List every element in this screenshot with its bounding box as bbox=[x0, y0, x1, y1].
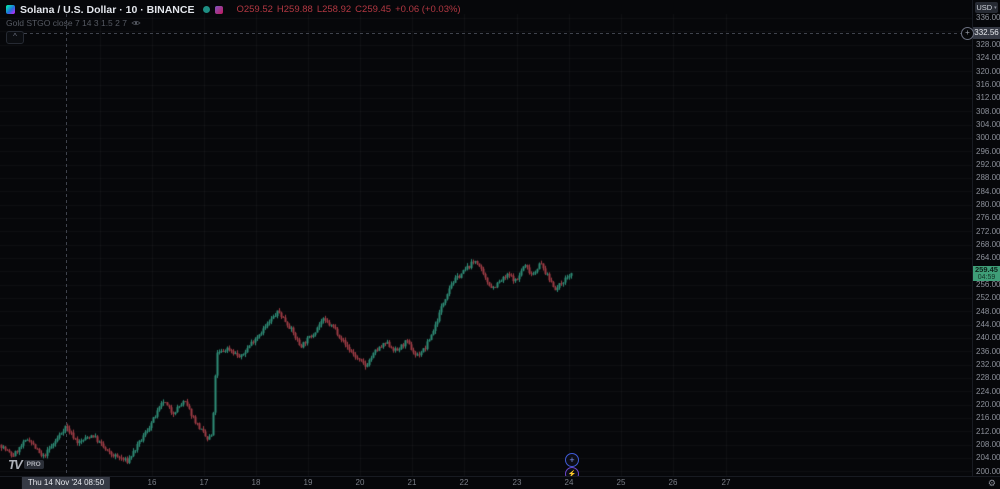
price-tick-label: 200.00 bbox=[976, 466, 1000, 476]
price-tick-label: 312.00 bbox=[976, 93, 1000, 103]
time-tick-label: 27 bbox=[721, 478, 731, 487]
price-tick-label: 280.00 bbox=[976, 200, 1000, 210]
time-tick-label: 26 bbox=[668, 478, 678, 487]
price-tick-label: 288.00 bbox=[976, 173, 1000, 183]
chevron-down-icon: ▾ bbox=[994, 4, 997, 11]
price-tick-label: 268.00 bbox=[976, 240, 1000, 250]
add-alert-plus-icon[interactable]: + bbox=[961, 27, 974, 40]
bar-countdown: 04:59 bbox=[977, 274, 996, 282]
price-tick-label: 232.00 bbox=[976, 360, 1000, 370]
price-tick-label: 212.00 bbox=[976, 426, 1000, 436]
price-tick-label: 296.00 bbox=[976, 146, 1000, 156]
time-tick-label: 22 bbox=[459, 478, 469, 487]
time-tick-label: 16 bbox=[147, 478, 157, 487]
currency-selector-button[interactable]: USD ▾ bbox=[975, 2, 998, 13]
price-tick-label: 252.00 bbox=[976, 293, 1000, 303]
legend-status-dot-icon[interactable] bbox=[203, 6, 211, 13]
chart-legend: Solana / U.S. Dollar · 10 · BINANCE O259… bbox=[6, 3, 461, 44]
price-tick-label: 304.00 bbox=[976, 120, 1000, 130]
price-tick-label: 336.00 bbox=[976, 13, 1000, 23]
time-tick-label: 21 bbox=[407, 478, 417, 487]
time-tick-label: 18 bbox=[251, 478, 261, 487]
ohlc-low: L258.92 bbox=[316, 4, 352, 15]
price-tick-label: 264.00 bbox=[976, 253, 1000, 263]
price-tick-label: 300.00 bbox=[976, 133, 1000, 143]
time-tick-label: 20 bbox=[355, 478, 365, 487]
ohlc-values: O259.52 H259.88 L258.92 C259.45 +0.06 (+… bbox=[236, 4, 460, 15]
last-price-label: 259.45 04:59 bbox=[973, 265, 1000, 282]
tradingview-watermark[interactable]: TV PRO bbox=[8, 457, 44, 472]
tradingview-logo-icon: TV bbox=[8, 457, 23, 472]
price-tick-label: 240.00 bbox=[976, 333, 1000, 343]
price-tick-label: 272.00 bbox=[976, 226, 1000, 236]
time-tick-label: 25 bbox=[616, 478, 626, 487]
price-tick-label: 284.00 bbox=[976, 186, 1000, 196]
time-tick-label: 23 bbox=[512, 478, 522, 487]
price-tick-label: 316.00 bbox=[976, 80, 1000, 90]
crosshair-horizontal-line bbox=[24, 33, 972, 34]
price-tick-label: 244.00 bbox=[976, 320, 1000, 330]
crosshair-vertical-line bbox=[66, 14, 67, 477]
price-tick-label: 328.00 bbox=[976, 40, 1000, 50]
price-tick-label: 236.00 bbox=[976, 346, 1000, 356]
time-tick-label: 19 bbox=[303, 478, 313, 487]
ohlc-change: +0.06 (+0.03%) bbox=[395, 4, 461, 15]
price-tick-label: 292.00 bbox=[976, 160, 1000, 170]
legend-broker-icon[interactable] bbox=[215, 5, 224, 14]
price-tick-label: 228.00 bbox=[976, 373, 1000, 383]
pro-badge: PRO bbox=[23, 460, 44, 469]
symbol-title[interactable]: Solana / U.S. Dollar · 10 · BINANCE bbox=[20, 3, 195, 16]
candlestick-chart-canvas[interactable] bbox=[0, 0, 972, 477]
price-tick-label: 256.00 bbox=[976, 280, 1000, 290]
price-tick-label: 220.00 bbox=[976, 400, 1000, 410]
time-tick-label: 17 bbox=[199, 478, 209, 487]
price-tick-label: 320.00 bbox=[976, 66, 1000, 76]
legend-collapse-button[interactable]: ^ bbox=[6, 31, 24, 44]
time-axis[interactable]: 15161718192021222324252627 Thu 14 Nov '2… bbox=[0, 476, 1000, 489]
solana-logo-icon bbox=[6, 5, 15, 14]
crosshair-price-label: 332.56 bbox=[973, 27, 1000, 39]
crosshair-time-label: Thu 14 Nov '24 08:50 bbox=[21, 477, 111, 489]
eye-icon[interactable] bbox=[131, 19, 141, 27]
ohlc-high: H259.88 bbox=[276, 4, 313, 15]
ohlc-open: O259.52 bbox=[236, 4, 273, 15]
price-tick-label: 248.00 bbox=[976, 306, 1000, 316]
plus-icon: + bbox=[569, 455, 575, 465]
price-tick-label: 216.00 bbox=[976, 413, 1000, 423]
indicator-label[interactable]: Gold STGO close 7 14 3 1.5 2 7 bbox=[6, 17, 127, 28]
price-axis[interactable]: USD ▾ 336.00332.00328.00324.00320.00316.… bbox=[972, 0, 1000, 477]
quick-trade-plus-button[interactable]: + bbox=[565, 453, 579, 467]
price-tick-label: 276.00 bbox=[976, 213, 1000, 223]
price-tick-label: 204.00 bbox=[976, 453, 1000, 463]
price-tick-label: 224.00 bbox=[976, 386, 1000, 396]
currency-label: USD bbox=[976, 3, 993, 12]
gear-icon[interactable]: ⚙ bbox=[987, 478, 996, 488]
price-tick-label: 308.00 bbox=[976, 106, 1000, 116]
price-tick-label: 324.00 bbox=[976, 53, 1000, 63]
last-price-value: 259.45 bbox=[975, 265, 998, 275]
price-tick-label: 208.00 bbox=[976, 440, 1000, 450]
ohlc-close: C259.45 bbox=[355, 4, 392, 15]
lightning-icon: ⚡ bbox=[567, 471, 577, 478]
time-tick-label: 24 bbox=[564, 478, 574, 487]
